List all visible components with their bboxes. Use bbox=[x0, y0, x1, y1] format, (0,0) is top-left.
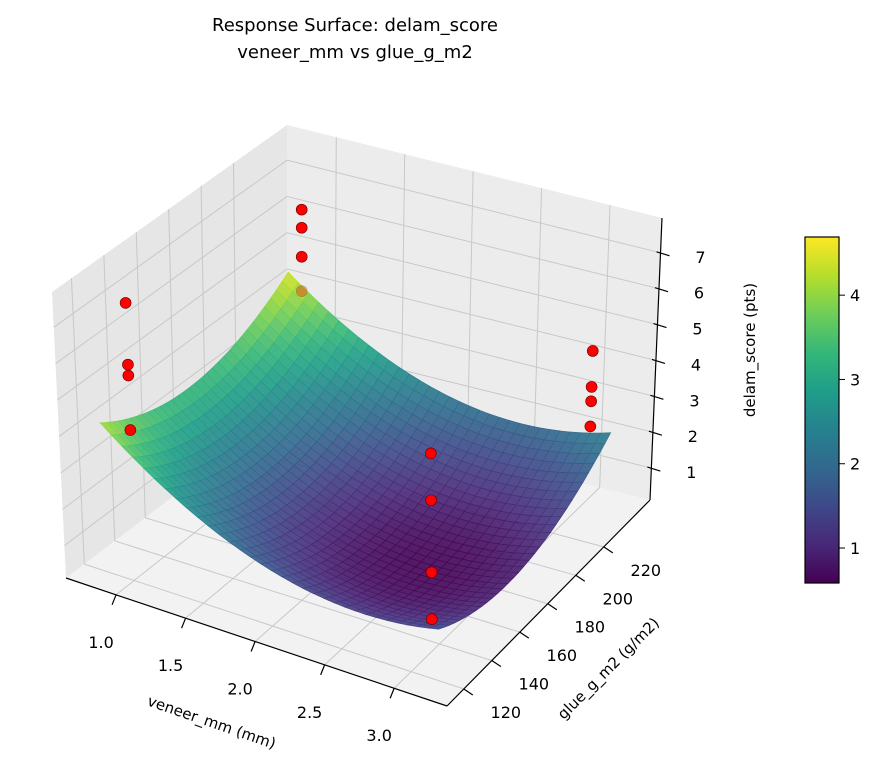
z-tick-label: 2 bbox=[688, 427, 698, 446]
y-tick-mark bbox=[463, 688, 474, 696]
z-gridline bbox=[56, 232, 288, 401]
data-point bbox=[119, 297, 132, 309]
z-axis-label: delam_score (pts) bbox=[741, 283, 760, 417]
x-tick-mark bbox=[250, 641, 256, 652]
y-tick-label: 200 bbox=[603, 589, 634, 608]
z-tick-label: 3 bbox=[689, 391, 699, 410]
axis-lines bbox=[65, 217, 670, 707]
z-tick-label: 7 bbox=[695, 248, 705, 267]
x-axis-label: veneer_mm (mm) bbox=[145, 692, 279, 754]
z-tick-label: 1 bbox=[686, 463, 696, 482]
data-point bbox=[122, 358, 134, 371]
colorbar: 1 2 3 4 bbox=[804, 236, 860, 584]
data-point bbox=[425, 494, 437, 507]
z-tick-label: 4 bbox=[691, 355, 701, 374]
data-point bbox=[295, 203, 308, 216]
x-tick-mark bbox=[181, 617, 187, 629]
x-tick-label: 2.0 bbox=[227, 680, 252, 699]
z-tick-mark bbox=[650, 394, 664, 400]
colorbar-tick-label: 2 bbox=[850, 455, 860, 474]
surface-patch bbox=[428, 625, 444, 630]
colorbar-gradient bbox=[804, 236, 840, 584]
y-axis-line bbox=[446, 499, 651, 707]
y-tick-label: 160 bbox=[547, 646, 578, 665]
y-gridline bbox=[114, 540, 492, 662]
data-point bbox=[425, 566, 438, 579]
data-point bbox=[124, 424, 137, 436]
data-point bbox=[584, 420, 597, 433]
chart-title-line-1: Response Surface: delam_score bbox=[212, 15, 498, 36]
z-axis-line bbox=[649, 217, 663, 501]
colorbar-tick-label: 4 bbox=[850, 286, 860, 305]
y-tick-mark bbox=[547, 603, 558, 611]
y-tick-mark bbox=[519, 631, 530, 639]
data-point bbox=[295, 250, 308, 263]
scatter-points bbox=[119, 203, 599, 625]
z-tick-mark bbox=[648, 430, 663, 436]
z-gridline bbox=[286, 195, 660, 290]
surface bbox=[99, 271, 612, 630]
y-gridline bbox=[70, 278, 85, 565]
tick-labels: 1.0 1.5 2.0 2.5 3.0 120 140 160 180 200 220 1 2 3 4 5 6 7 bbox=[88, 248, 705, 745]
x-tick-label: 1.5 bbox=[158, 656, 183, 675]
z-gridline bbox=[286, 159, 661, 254]
y-tick-label: 220 bbox=[631, 561, 662, 580]
z-tick-mark bbox=[651, 358, 666, 365]
left-pane bbox=[52, 125, 287, 578]
y-tick-label: 140 bbox=[519, 675, 550, 694]
x-tick-label: 3.0 bbox=[366, 726, 391, 745]
data-point bbox=[585, 381, 598, 393]
data-point bbox=[295, 285, 308, 297]
z-gridline bbox=[286, 232, 658, 326]
y-tick-mark bbox=[491, 660, 502, 668]
y-tick-label: 180 bbox=[575, 618, 606, 637]
data-point bbox=[425, 447, 437, 460]
z-tick-label: 5 bbox=[692, 320, 702, 339]
z-tick-mark bbox=[656, 251, 670, 257]
z-tick-mark bbox=[647, 466, 661, 472]
chart-title-line-2: veneer_mm vs glue_g_m2 bbox=[237, 42, 473, 63]
z-gridline bbox=[286, 268, 657, 361]
z-gridline bbox=[55, 196, 288, 365]
x-tick-label: 2.5 bbox=[297, 703, 322, 722]
y-tick-label: 120 bbox=[491, 703, 522, 722]
x-tick-mark bbox=[111, 594, 117, 606]
colorbar-tick-label: 3 bbox=[850, 370, 860, 389]
data-point bbox=[122, 369, 135, 382]
data-point bbox=[295, 221, 308, 234]
z-gridline bbox=[58, 268, 288, 437]
z-gridline bbox=[286, 304, 655, 397]
y-axis-label: glue_g_m2 (g/m2) bbox=[554, 614, 664, 724]
z-gridline bbox=[53, 159, 288, 328]
x-gridline bbox=[532, 188, 543, 472]
y-gridline bbox=[135, 232, 146, 518]
z-tick-label: 6 bbox=[694, 284, 704, 303]
data-point bbox=[585, 395, 597, 408]
data-point bbox=[586, 345, 599, 357]
y-tick-mark bbox=[603, 546, 614, 554]
z-tick-mark bbox=[653, 322, 667, 329]
z-tick-mark bbox=[654, 287, 669, 293]
x-axis-line bbox=[65, 577, 448, 707]
y-tick-mark bbox=[575, 574, 586, 582]
x-tick-mark bbox=[320, 664, 326, 676]
x-tick-label: 1.0 bbox=[88, 633, 113, 652]
y-gridline bbox=[84, 563, 464, 690]
colorbar-tick-label: 1 bbox=[850, 539, 860, 558]
x-tick-mark bbox=[389, 688, 395, 699]
y-gridline bbox=[103, 255, 116, 541]
data-point bbox=[426, 613, 438, 625]
